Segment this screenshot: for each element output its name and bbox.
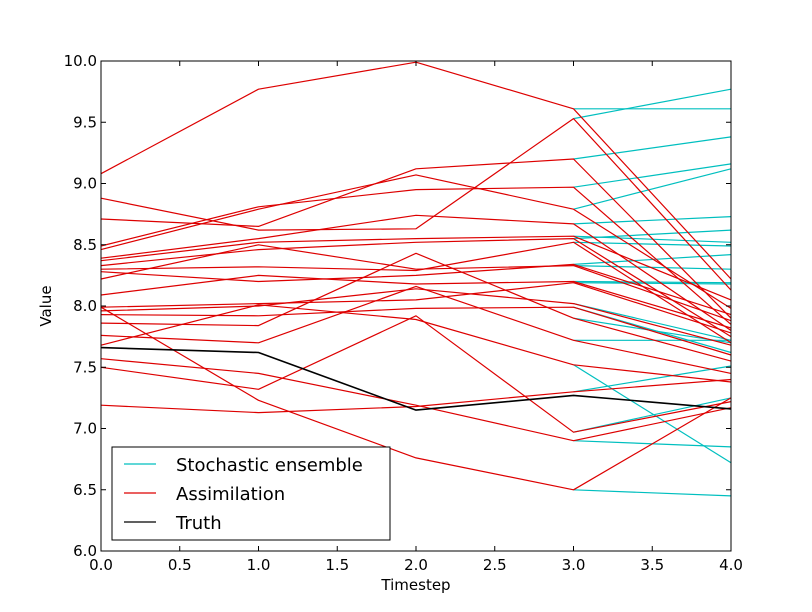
assimilation-series-line-41	[100, 306, 732, 491]
legend-box	[111, 446, 391, 541]
ensemble-series-line-2	[573, 88, 732, 120]
assimilation-series-line-38	[100, 252, 732, 362]
assimilation-series-line-37	[100, 306, 732, 356]
ensemble-series-line-3	[573, 136, 732, 160]
series-layer	[100, 61, 732, 497]
legend-label-ensemble: Stochastic ensemble	[176, 455, 363, 476]
y-tick-label-4: 8.0	[73, 297, 97, 315]
y-tick-label-2: 7.0	[73, 420, 97, 438]
x-tick-label-6: 3.0	[562, 556, 586, 574]
y-tick-label-5: 8.5	[73, 236, 97, 254]
truth-series-line-0	[100, 346, 732, 411]
x-tick-label-2: 1.0	[247, 556, 271, 574]
ensemble-series-line-8	[573, 229, 732, 240]
assimilation-series-line-34	[100, 274, 732, 329]
ensemble-series-line-14	[573, 303, 732, 341]
ensemble-series-line-12	[573, 280, 732, 284]
x-tick-label-0: 0.0	[89, 556, 113, 574]
assimilation-series-line-40	[100, 304, 732, 383]
ensemble-series-line-6	[573, 216, 732, 225]
assimilation-series-line-33	[100, 244, 732, 322]
assimilation-series-line-29	[100, 235, 732, 301]
legend-label-assimilation: Assimilation	[176, 484, 285, 505]
assimilation-series-line-31	[100, 241, 732, 344]
assimilation-series-line-25	[100, 158, 732, 319]
assimilation-series-line-28	[100, 214, 732, 331]
x-tick-label-3: 1.5	[325, 556, 349, 574]
x-tick-label-5: 2.5	[483, 556, 507, 574]
ensemble-series-line-9	[573, 241, 732, 247]
ensemble-series-line-20	[573, 397, 732, 433]
x-tick-label-8: 4.0	[719, 556, 743, 574]
assimilation-series-line-36	[100, 288, 732, 346]
legend-label-truth: Truth	[175, 513, 222, 534]
assimilation-series-line-30	[100, 238, 732, 338]
x-axis-label: Timestep	[380, 576, 450, 594]
assimilation-series-line-43	[100, 315, 732, 433]
y-tick-label-0: 6.0	[73, 542, 97, 560]
legend: Stochastic ensemble Assimilation Truth	[111, 446, 391, 541]
ensemble-series-line-4	[573, 163, 732, 188]
assimilation-series-line-26	[100, 186, 732, 325]
x-tick-label-1: 0.5	[168, 556, 192, 574]
y-axis-label: Value	[37, 285, 55, 326]
y-tick-label-3: 7.5	[73, 358, 97, 376]
ticks-layer: 0.0 0.5 1.0 1.5 2.0 2.5 3.0 3.5 4.0 6.0 6.5 7.0 7.5 8…	[64, 52, 743, 574]
ensemble-series-line-19	[573, 365, 732, 393]
x-tick-label-7: 3.5	[640, 556, 664, 574]
y-tick-label-1: 6.5	[73, 481, 97, 499]
ensemble-series-line-13	[573, 282, 732, 285]
ensemble-series-line-5	[573, 168, 732, 210]
assimilation-series-line-44	[100, 378, 732, 414]
y-tick-label-7: 9.5	[73, 113, 97, 131]
x-tick-label-4: 2.0	[404, 556, 428, 574]
y-tick-label-8: 10.0	[64, 52, 97, 70]
assimilation-series-line-32	[100, 263, 732, 316]
assimilation-series-line-27	[100, 174, 732, 309]
ensemble-series-line-11	[573, 265, 732, 270]
assimilation-series-line-39	[100, 285, 732, 374]
assimilation-series-line-42	[100, 358, 732, 442]
y-tick-label-6: 9.0	[73, 175, 97, 193]
ensemble-series-line-22	[573, 489, 732, 497]
assimilation-series-line-35	[100, 282, 732, 334]
